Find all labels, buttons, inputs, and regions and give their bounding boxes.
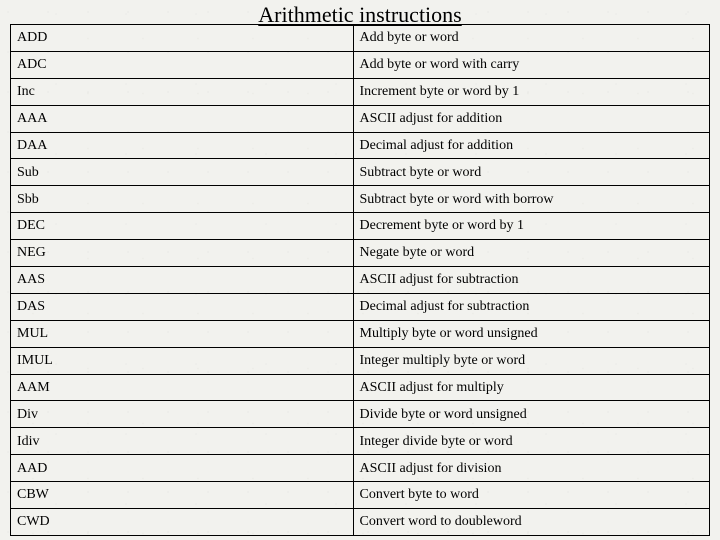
description-cell: Convert byte to word: [353, 482, 710, 509]
table-row: AADASCII adjust for division: [11, 455, 710, 482]
table-row: CBWConvert byte to word: [11, 482, 710, 509]
description-cell: Divide byte or word unsigned: [353, 401, 710, 428]
mnemonic-cell: Sub: [11, 159, 354, 186]
description-cell: Subtract byte or word with borrow: [353, 186, 710, 213]
mnemonic-cell: Idiv: [11, 428, 354, 455]
description-cell: Integer multiply byte or word: [353, 347, 710, 374]
mnemonic-cell: AAM: [11, 374, 354, 401]
table-row: SbbSubtract byte or word with borrow: [11, 186, 710, 213]
mnemonic-cell: CWD: [11, 509, 354, 536]
mnemonic-cell: DEC: [11, 213, 354, 240]
table-row: MULMultiply byte or word unsigned: [11, 320, 710, 347]
table-row: SubSubtract byte or word: [11, 159, 710, 186]
description-cell: ASCII adjust for subtraction: [353, 267, 710, 294]
instruction-table: ADDAdd byte or wordADCAdd byte or word w…: [10, 24, 710, 536]
table-row: DivDivide byte or word unsigned: [11, 401, 710, 428]
description-cell: Add byte or word with carry: [353, 51, 710, 78]
description-cell: ASCII adjust for addition: [353, 105, 710, 132]
description-cell: Increment byte or word by 1: [353, 78, 710, 105]
description-cell: Decimal adjust for subtraction: [353, 293, 710, 320]
table-row: ADDAdd byte or word: [11, 25, 710, 52]
description-cell: Subtract byte or word: [353, 159, 710, 186]
description-cell: ASCII adjust for division: [353, 455, 710, 482]
mnemonic-cell: Inc: [11, 78, 354, 105]
mnemonic-cell: Div: [11, 401, 354, 428]
table-row: IMULInteger multiply byte or word: [11, 347, 710, 374]
table-row: NEGNegate byte or word: [11, 240, 710, 267]
instruction-table-container: ADDAdd byte or wordADCAdd byte or word w…: [10, 24, 710, 536]
mnemonic-cell: AAA: [11, 105, 354, 132]
description-cell: Add byte or word: [353, 25, 710, 52]
mnemonic-cell: IMUL: [11, 347, 354, 374]
description-cell: Decrement byte or word by 1: [353, 213, 710, 240]
table-row: DASDecimal adjust for subtraction: [11, 293, 710, 320]
table-row: IncIncrement byte or word by 1: [11, 78, 710, 105]
table-row: ADCAdd byte or word with carry: [11, 51, 710, 78]
table-row: AAAASCII adjust for addition: [11, 105, 710, 132]
table-row: AASASCII adjust for subtraction: [11, 267, 710, 294]
table-row: DAADecimal adjust for addition: [11, 132, 710, 159]
description-cell: ASCII adjust for multiply: [353, 374, 710, 401]
mnemonic-cell: DAA: [11, 132, 354, 159]
description-cell: Integer divide byte or word: [353, 428, 710, 455]
mnemonic-cell: NEG: [11, 240, 354, 267]
mnemonic-cell: ADC: [11, 51, 354, 78]
description-cell: Negate byte or word: [353, 240, 710, 267]
mnemonic-cell: AAS: [11, 267, 354, 294]
mnemonic-cell: ADD: [11, 25, 354, 52]
table-row: CWDConvert word to doubleword: [11, 509, 710, 536]
instruction-table-body: ADDAdd byte or wordADCAdd byte or word w…: [11, 25, 710, 536]
description-cell: Decimal adjust for addition: [353, 132, 710, 159]
table-row: IdivInteger divide byte or word: [11, 428, 710, 455]
mnemonic-cell: MUL: [11, 320, 354, 347]
description-cell: Multiply byte or word unsigned: [353, 320, 710, 347]
table-row: AAMASCII adjust for multiply: [11, 374, 710, 401]
mnemonic-cell: AAD: [11, 455, 354, 482]
mnemonic-cell: Sbb: [11, 186, 354, 213]
mnemonic-cell: CBW: [11, 482, 354, 509]
mnemonic-cell: DAS: [11, 293, 354, 320]
table-row: DECDecrement byte or word by 1: [11, 213, 710, 240]
description-cell: Convert word to doubleword: [353, 509, 710, 536]
